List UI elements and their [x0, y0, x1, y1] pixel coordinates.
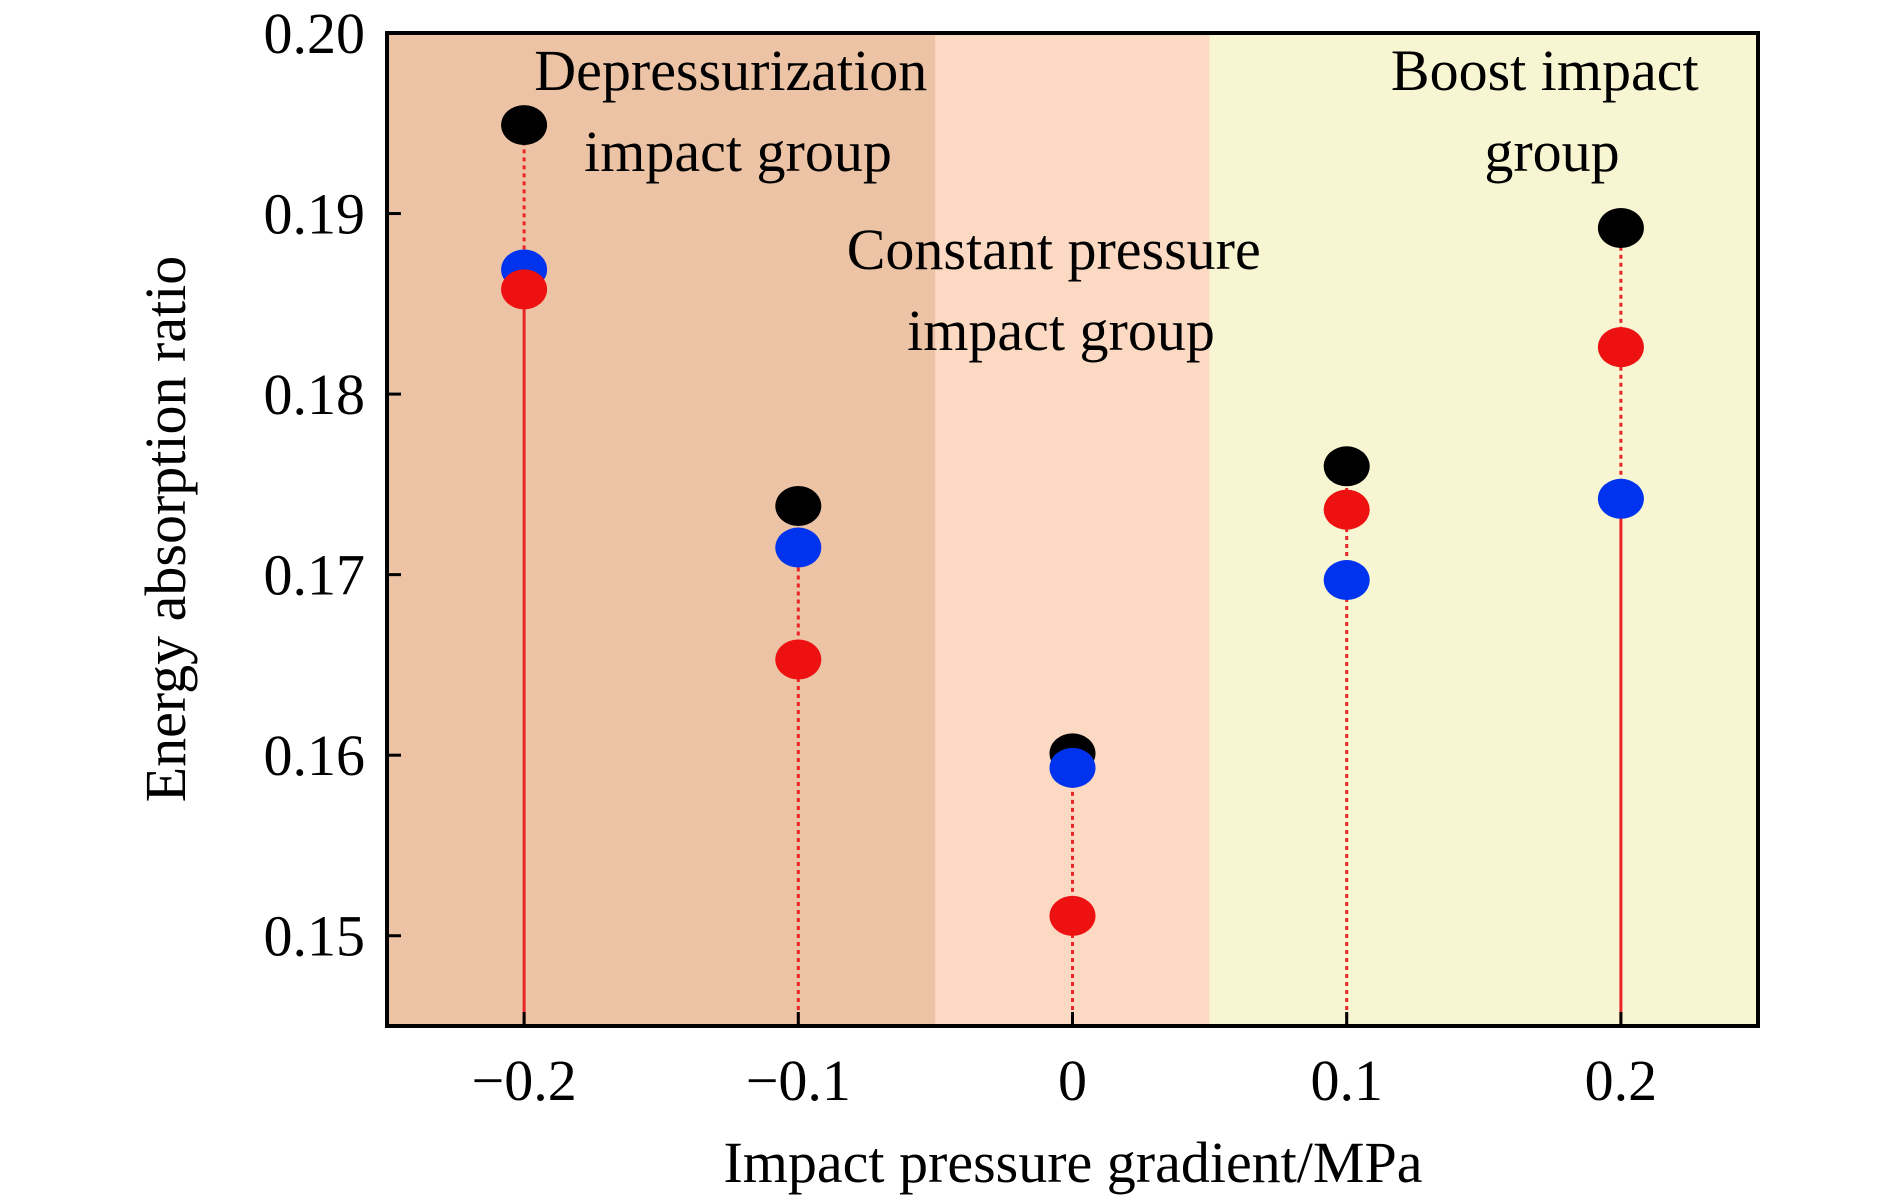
y-tick-label-1: 0.16 [264, 723, 366, 788]
annotation-boost: Boost impact group [1391, 38, 1713, 184]
data-point-s2-4 [1597, 327, 1644, 368]
y-tick-label-0: 0.15 [264, 904, 366, 969]
x-tick-label-2: 0 [1058, 1048, 1087, 1113]
annotation-depressurization: Depressurization impact group [534, 38, 941, 184]
x-tick-label-3: 0.1 [1310, 1048, 1383, 1113]
y-tick-label-3: 0.18 [264, 362, 366, 427]
y-tick-label-4: 0.19 [264, 182, 366, 247]
data-point-s1-1 [775, 527, 822, 568]
data-point-s2-2 [1049, 895, 1096, 936]
x-tick-label-0: −0.2 [471, 1048, 576, 1113]
data-point-s2-3 [1323, 489, 1370, 530]
data-point-s0-3 [1323, 446, 1370, 487]
data-point-s2-0 [501, 269, 548, 310]
data-point-s1-4 [1597, 478, 1644, 519]
background-regions [387, 33, 1758, 1026]
data-point-s0-1 [775, 486, 822, 527]
data-points [501, 105, 1644, 936]
background-region-0 [387, 33, 936, 1026]
data-point-s1-3 [1323, 560, 1370, 601]
data-point-s0-4 [1597, 207, 1644, 248]
x-tick-label-1: −0.1 [746, 1048, 851, 1113]
data-point-s2-1 [775, 639, 822, 680]
data-point-s1-2 [1049, 747, 1096, 788]
annotation-constant-pressure: Constant pressure impact group [847, 217, 1276, 363]
y-tick-label-2: 0.17 [264, 543, 366, 608]
y-tick-label-5: 0.20 [264, 1, 366, 66]
x-axis-ticks: −0.2 −0.1 0 0.1 0.2 [471, 1012, 1657, 1113]
background-region-2 [1209, 33, 1758, 1026]
x-axis-title: Impact pressure gradient/MPa [723, 1130, 1422, 1195]
x-tick-label-4: 0.2 [1585, 1048, 1658, 1113]
background-region-1 [935, 33, 1210, 1026]
data-point-s0-0 [501, 105, 548, 146]
y-axis-title: Energy absorption ratio [133, 256, 198, 803]
y-axis-ticks: 0.15 0.16 0.17 0.18 0.19 0.20 [264, 1, 401, 969]
